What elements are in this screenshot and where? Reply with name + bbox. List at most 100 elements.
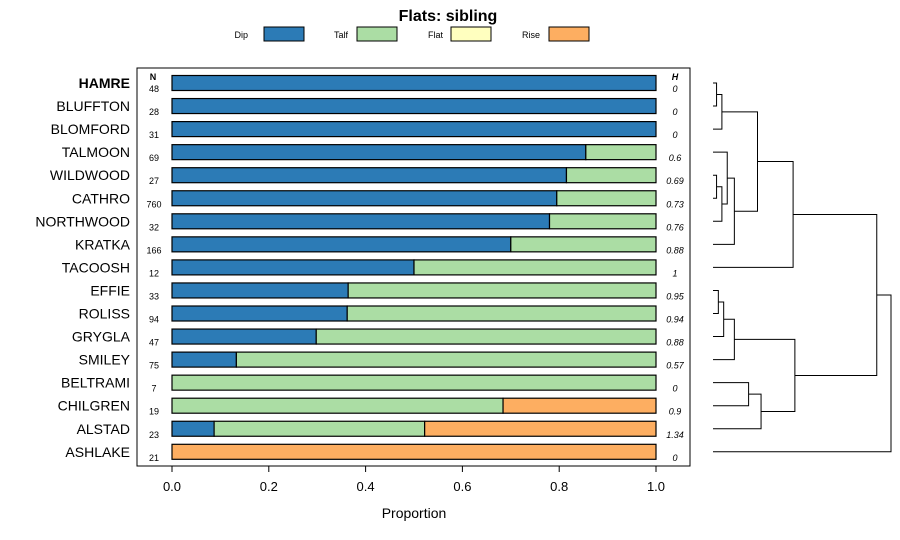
h-value-wildwood: 0.69 xyxy=(666,176,684,186)
category-label-tacoosh: TACOOSH xyxy=(62,259,130,275)
bar-hamre-dip xyxy=(171,74,657,92)
category-label-grygla: GRYGLA xyxy=(72,329,131,345)
bar-grygla-dip xyxy=(171,328,317,345)
h-value-talmoon: 0.6 xyxy=(669,153,682,163)
h-value-blomford: 0 xyxy=(672,130,677,140)
dendrogram-link-4 xyxy=(713,151,728,205)
x-axis-label: Proportion xyxy=(382,505,447,521)
dendrogram-link-2 xyxy=(713,174,718,199)
dendrogram xyxy=(713,82,892,453)
category-label-kratka: KRATKA xyxy=(75,236,131,252)
x-tick-label-0-4: 0.4 xyxy=(357,479,375,494)
legend: Dip Talf Flat Rise xyxy=(234,26,590,42)
category-label-hamre: HAMRE xyxy=(79,75,130,91)
bar-northwood-talf xyxy=(548,213,657,230)
n-value-smiley: 75 xyxy=(149,361,159,371)
h-value-alstad: 1.34 xyxy=(666,430,684,440)
legend-swatch-rise xyxy=(548,26,590,42)
bar-alstad-dip xyxy=(171,420,215,437)
bar-bluffton-dip xyxy=(171,97,657,115)
bar-roliss-dip xyxy=(171,305,348,322)
bar-kratka-dip xyxy=(171,236,512,253)
category-label-smiley: SMILEY xyxy=(79,352,131,368)
n-value-blomford: 31 xyxy=(149,130,159,140)
bar-wildwood-dip xyxy=(171,167,568,184)
bar-roliss-talf xyxy=(346,305,657,322)
dendrogram-link-7 xyxy=(713,161,794,268)
n-value-effie: 33 xyxy=(149,291,159,301)
x-tick-label-1-0: 1.0 xyxy=(647,479,665,494)
bar-smiley-dip xyxy=(171,351,237,368)
h-value-smiley: 0.57 xyxy=(666,361,685,371)
bar-effie-dip xyxy=(171,282,349,299)
dendrogram-link-3 xyxy=(713,186,723,222)
n-value-hamre: 48 xyxy=(149,84,159,94)
dendrogram-link-8 xyxy=(713,289,719,314)
h-value-northwood: 0.76 xyxy=(666,222,684,232)
dendrogram-link-1 xyxy=(713,94,723,130)
legend-label-flat: Flat xyxy=(428,30,444,40)
legend-label-rise: Rise xyxy=(522,30,540,40)
bar-grygla-talf xyxy=(315,328,657,345)
bar-cathro-dip xyxy=(171,190,558,207)
bar-smiley-talf xyxy=(235,351,657,368)
dendrogram-link-13 xyxy=(734,338,796,412)
legend-swatch-talf xyxy=(356,26,398,42)
h-value-roliss: 0.94 xyxy=(666,315,684,325)
h-value-kratka: 0.88 xyxy=(666,245,684,255)
h-value-chilgren: 0.9 xyxy=(669,407,682,417)
legend-swatch-dip xyxy=(263,26,305,42)
h-value-ashlake: 0 xyxy=(672,453,677,463)
x-axis: 0.0 0.2 0.4 0.6 0.8 1.0 xyxy=(163,466,665,494)
plot-frame xyxy=(136,67,691,467)
n-value-alstad: 23 xyxy=(149,430,159,440)
category-label-roliss: ROLISS xyxy=(79,306,130,322)
chart-title: Flats: sibling xyxy=(399,8,498,25)
n-value-grygla: 47 xyxy=(149,338,159,348)
h-value-beltrami: 0 xyxy=(672,384,677,394)
h-value-bluffton: 0 xyxy=(672,107,677,117)
bar-chilgren-rise xyxy=(502,397,657,414)
bar-northwood-dip xyxy=(171,213,551,230)
bar-blomford-dip xyxy=(171,120,657,138)
x-tick-label-0-6: 0.6 xyxy=(453,479,471,494)
legend-label-talf: Talf xyxy=(334,30,349,40)
category-label-blomford: BLOMFORD xyxy=(51,121,130,137)
bar-ashlake-rise xyxy=(171,443,657,460)
category-label-effie: EFFIE xyxy=(90,282,130,298)
h-value-effie: 0.95 xyxy=(666,291,685,301)
x-tick-label-0-8: 0.8 xyxy=(550,479,568,494)
category-label-chilgren: CHILGREN xyxy=(58,398,130,414)
category-label-talmoon: TALMOON xyxy=(62,144,130,160)
bar-chilgren-talf xyxy=(171,397,504,414)
category-labels: HAMRE BLUFFTON BLOMFORD TALMOON WILDWOOD CATH… xyxy=(35,75,130,460)
n-value-wildwood: 27 xyxy=(149,176,159,186)
bar-kratka-talf xyxy=(510,236,657,253)
n-value-tacoosh: 12 xyxy=(149,268,159,278)
n-value-roliss: 94 xyxy=(149,315,159,325)
bar-alstad-talf xyxy=(213,420,426,437)
n-value-chilgren: 19 xyxy=(149,407,159,417)
h-values: 0 0 0 0.6 0.69 0.73 0.76 0.88 1 0.95 0.94 0.88 0.57 0… xyxy=(666,84,685,463)
n-value-bluffton: 28 xyxy=(149,107,159,117)
bar-tacoosh-dip xyxy=(171,259,415,276)
n-value-cathro: 760 xyxy=(146,199,161,209)
h-value-cathro: 0.73 xyxy=(666,199,684,209)
dendrogram-link-15 xyxy=(713,294,892,453)
bar-tacoosh-talf xyxy=(413,259,657,276)
x-tick-label-0-0: 0.0 xyxy=(163,479,181,494)
bar-alstad-rise xyxy=(424,420,657,437)
n-value-talmoon: 69 xyxy=(149,153,159,163)
legend-swatch-flat xyxy=(450,26,492,42)
dendrogram-link-14 xyxy=(793,213,878,376)
category-label-bluffton: BLUFFTON xyxy=(56,98,130,114)
n-values: 48 28 31 69 27 760 32 166 12 33 94 47 75 7 19 23 21 xyxy=(146,84,161,463)
bar-talmoon-talf xyxy=(585,144,657,161)
dendrogram-link-12 xyxy=(713,393,762,430)
dendrogram-link-0 xyxy=(713,82,718,107)
category-label-northwood: NORTHWOOD xyxy=(35,213,130,229)
bars xyxy=(171,74,657,460)
legend-label-dip: Dip xyxy=(234,30,248,40)
